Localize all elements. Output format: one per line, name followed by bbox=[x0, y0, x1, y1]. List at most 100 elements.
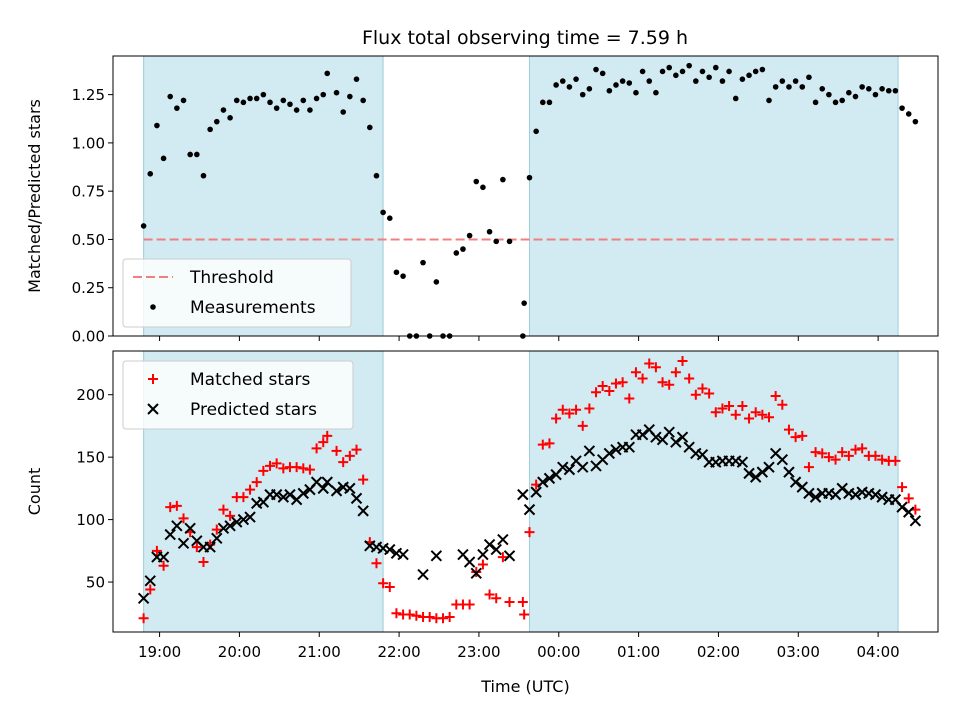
matched-star-point bbox=[298, 463, 309, 474]
measurement-point bbox=[693, 78, 699, 84]
matched-star-point bbox=[278, 463, 289, 474]
measurement-point bbox=[466, 232, 473, 239]
matched-star-point bbox=[857, 443, 868, 454]
measurement-point bbox=[320, 91, 327, 98]
matched-star-point bbox=[145, 584, 156, 595]
measurement-point bbox=[273, 105, 280, 111]
predicted-star-point bbox=[497, 533, 509, 546]
legend-predicted-swatch bbox=[147, 403, 159, 415]
predicted-star-point bbox=[557, 461, 569, 473]
measurement-point bbox=[686, 62, 692, 69]
measurement-point bbox=[759, 66, 766, 73]
x-tick-label: 02:00 bbox=[697, 643, 740, 661]
matched-star-point bbox=[198, 557, 209, 568]
predicted-star-point bbox=[297, 487, 309, 500]
count-series bbox=[137, 355, 922, 624]
predicted-star-point bbox=[350, 492, 363, 505]
predicted-star-point bbox=[563, 463, 576, 476]
matched-star-point bbox=[358, 474, 369, 485]
measurement-point bbox=[852, 93, 859, 100]
measurement-point bbox=[799, 84, 806, 90]
measurement-point bbox=[526, 174, 533, 181]
matched-star-point bbox=[850, 444, 861, 455]
matched-star-point bbox=[497, 552, 508, 563]
matched-star-point bbox=[378, 578, 389, 589]
predicted-star-point bbox=[543, 472, 556, 485]
measurement-point bbox=[859, 84, 865, 90]
matched-star-point bbox=[644, 358, 655, 369]
matched-star-point bbox=[597, 380, 608, 391]
x-tick-label: 01:00 bbox=[617, 643, 660, 661]
predicted-star-point bbox=[869, 488, 882, 501]
predicted-star-point bbox=[204, 541, 216, 553]
matched-star-point bbox=[165, 502, 176, 513]
measurement-point bbox=[619, 78, 626, 84]
predicted-star-point bbox=[610, 443, 622, 456]
matched-star-point bbox=[291, 462, 302, 473]
measurement-point bbox=[885, 87, 892, 94]
predicted-star-point bbox=[470, 567, 482, 580]
matched-star-point bbox=[304, 464, 315, 475]
predicted-star-point bbox=[231, 516, 243, 528]
predicted-star-point bbox=[477, 548, 489, 561]
matched-star-point bbox=[617, 377, 628, 388]
matched-star-point bbox=[338, 457, 349, 468]
measurement-point bbox=[140, 223, 147, 229]
matched-star-point bbox=[218, 504, 229, 515]
matched-star-point bbox=[519, 609, 530, 620]
matched-star-point bbox=[322, 430, 333, 441]
predicted-star-point bbox=[344, 482, 356, 495]
matched-star-point bbox=[750, 407, 761, 418]
measurement-point bbox=[480, 184, 486, 191]
x-tick-label: 00:00 bbox=[537, 643, 580, 661]
measurement-point bbox=[786, 84, 792, 90]
matched-star-point bbox=[404, 609, 415, 620]
measurement-point bbox=[207, 126, 213, 133]
matched-star-point bbox=[331, 445, 342, 456]
measurement-point bbox=[839, 97, 845, 104]
predicted-star-point bbox=[763, 461, 775, 473]
matched-star-point bbox=[690, 389, 701, 400]
predicted-star-point bbox=[537, 476, 549, 488]
predicted-star-point bbox=[836, 482, 848, 495]
measurement-point bbox=[253, 95, 260, 102]
predicted-star-point bbox=[321, 476, 333, 488]
matched-star-point bbox=[551, 413, 562, 424]
measurement-point bbox=[386, 215, 393, 222]
y-tick-label: 1.00 bbox=[72, 134, 105, 152]
ratio-x-axis-ticks bbox=[159, 336, 879, 341]
matched-star-point bbox=[630, 367, 641, 378]
matched-star-point bbox=[438, 613, 448, 624]
measurement-point bbox=[726, 68, 732, 75]
measurement-point bbox=[826, 91, 832, 98]
matched-star-point bbox=[271, 458, 282, 469]
predicted-star-point bbox=[789, 476, 802, 488]
predicted-star-point bbox=[357, 505, 369, 517]
measurement-point bbox=[606, 87, 613, 94]
legend-measurement-swatch bbox=[150, 304, 156, 310]
predicted-star-point bbox=[317, 482, 329, 495]
measurement-point bbox=[673, 72, 679, 79]
measurement-point bbox=[293, 107, 300, 113]
measurement-point bbox=[333, 89, 340, 96]
chart-title: Flux total observing time = 7.59 h bbox=[362, 27, 688, 49]
measurement-point bbox=[566, 84, 573, 90]
matched-star-point bbox=[245, 484, 256, 495]
matched-star-point bbox=[777, 399, 788, 410]
ratio-y-axis-label: Matched/Predicted stars bbox=[25, 99, 44, 293]
matched-star-point bbox=[384, 582, 395, 593]
time-x-axis-label: Time (UTC) bbox=[480, 677, 569, 696]
matched-star-point bbox=[351, 444, 362, 455]
predicted-star-point bbox=[171, 520, 183, 532]
measurement-point bbox=[340, 109, 347, 115]
matched-star-point bbox=[797, 430, 808, 441]
measurement-point bbox=[879, 86, 885, 92]
measurement-point bbox=[380, 209, 386, 216]
measurement-point bbox=[287, 101, 293, 108]
measurement-point bbox=[593, 66, 599, 73]
predicted-star-point bbox=[577, 461, 589, 473]
matched-star-point bbox=[191, 542, 202, 553]
matched-star-point bbox=[591, 387, 602, 398]
measurement-point bbox=[267, 99, 273, 106]
measurement-point bbox=[892, 87, 899, 94]
